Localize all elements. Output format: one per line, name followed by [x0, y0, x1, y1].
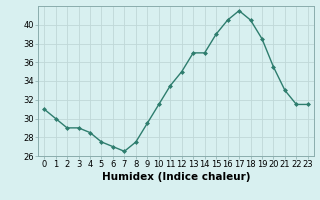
X-axis label: Humidex (Indice chaleur): Humidex (Indice chaleur): [102, 172, 250, 182]
